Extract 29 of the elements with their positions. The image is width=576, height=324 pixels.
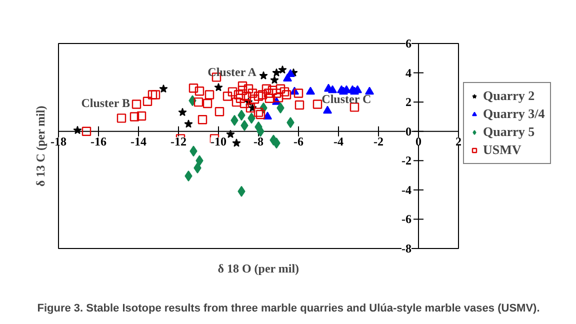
legend-label: Quarry 5 bbox=[483, 124, 535, 140]
x-tick-label: 0 bbox=[416, 134, 422, 148]
x-axis-title: δ 18 O (per mil) bbox=[218, 262, 300, 276]
x-tick-label: -18 bbox=[50, 134, 66, 148]
y-tick-label: 6 bbox=[406, 36, 412, 50]
x-tick-label: -6 bbox=[294, 134, 304, 148]
annotation: Cluster B bbox=[81, 96, 130, 110]
y-tick-label: 4 bbox=[406, 66, 412, 80]
x-tick-label: -2 bbox=[374, 134, 384, 148]
x-tick-label: 2 bbox=[456, 134, 462, 148]
legend-label: USMV bbox=[483, 142, 522, 158]
y-tick-label: -2 bbox=[402, 154, 412, 168]
y-tick-label: -4 bbox=[402, 182, 412, 197]
x-tick-label: -8 bbox=[254, 134, 264, 148]
legend-label: Quarry 3/4 bbox=[483, 106, 545, 122]
x-tick-label: -16 bbox=[90, 134, 106, 148]
x-tick-label: -12 bbox=[170, 134, 186, 148]
caption: Figure 3. Stable Isotope results from three marble quarries and Ulúa-style marble vases (USMV). bbox=[37, 302, 540, 314]
x-tick-label: -14 bbox=[130, 134, 146, 148]
annotation: Cluster C bbox=[322, 92, 372, 106]
y-tick-label: 2 bbox=[406, 95, 412, 110]
annotation: Cluster A bbox=[208, 65, 257, 80]
x-tick-label: -10 bbox=[210, 134, 226, 148]
y-axis-title: δ 13 C (per mil) bbox=[34, 106, 48, 186]
y-tick-label: 0 bbox=[406, 124, 412, 138]
x-tick-label: -4 bbox=[334, 134, 344, 148]
y-tick-label: -8 bbox=[402, 242, 412, 256]
legend-label: Quarry 2 bbox=[483, 88, 535, 104]
y-tick-label: -6 bbox=[402, 212, 412, 226]
